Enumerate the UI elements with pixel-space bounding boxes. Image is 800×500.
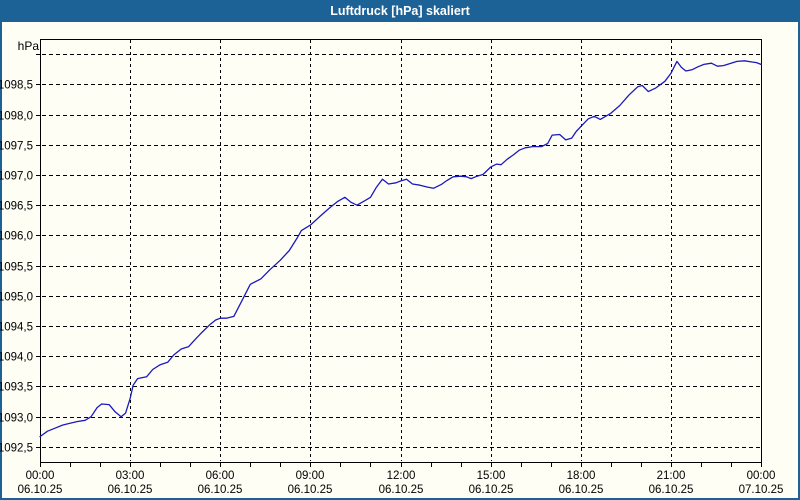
x-tick-date-label: 07.10.25 — [739, 484, 784, 496]
y-tick-label: 1097,0 — [0, 171, 33, 183]
x-tick-time-label: 21:00 — [657, 470, 686, 482]
title-bar: Luftdruck [hPa] skaliert — [0, 0, 800, 22]
y-axis-unit-label: hPa — [18, 39, 40, 53]
plot-border — [40, 39, 762, 463]
x-tick-date-label: 06.10.25 — [108, 484, 153, 496]
x-tick-date-label: 06.10.25 — [198, 484, 243, 496]
x-tick-date-label: 06.10.25 — [559, 484, 604, 496]
y-tick-label: 1095,0 — [0, 292, 33, 304]
y-tick-label: 1093,5 — [0, 382, 33, 394]
window-title: Luftdruck [hPa] skaliert — [330, 4, 470, 18]
y-tick-label: 1092,5 — [0, 443, 33, 455]
y-tick-label: 1098,5 — [0, 80, 33, 92]
x-tick-time-label: 09:00 — [296, 470, 325, 482]
x-tick-time-label: 00:00 — [747, 470, 776, 482]
pressure-line — [39, 60, 762, 438]
x-tick-date-label: 06.10.25 — [649, 484, 694, 496]
y-tick-label: 1094,5 — [0, 322, 33, 334]
y-tick-label: 1096,0 — [0, 231, 33, 243]
x-tick-date-label: 06.10.25 — [18, 484, 63, 496]
y-tick-label: 1098,0 — [0, 111, 33, 123]
x-tick-date-label: 06.10.25 — [469, 484, 514, 496]
x-tick-date-label: 06.10.25 — [288, 484, 333, 496]
x-tick-time-label: 18:00 — [567, 470, 596, 482]
y-tick-label: 1097,5 — [0, 141, 33, 153]
x-tick-date-label: 06.10.25 — [379, 484, 424, 496]
x-tick-time-label: 15:00 — [477, 470, 506, 482]
x-tick-time-label: 12:00 — [387, 470, 416, 482]
x-tick-time-label: 00:00 — [26, 470, 55, 482]
x-tick-time-label: 06:00 — [206, 470, 235, 482]
y-tick-label: 1096,5 — [0, 201, 33, 213]
y-tick-label: 1094,0 — [0, 352, 33, 364]
y-tick-label: 1093,0 — [0, 413, 33, 425]
y-tick-label: 1095,5 — [0, 262, 33, 274]
x-tick-time-label: 03:00 — [116, 470, 145, 482]
